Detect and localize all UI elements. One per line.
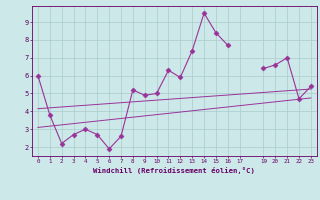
X-axis label: Windchill (Refroidissement éolien,°C): Windchill (Refroidissement éolien,°C) xyxy=(93,167,255,174)
